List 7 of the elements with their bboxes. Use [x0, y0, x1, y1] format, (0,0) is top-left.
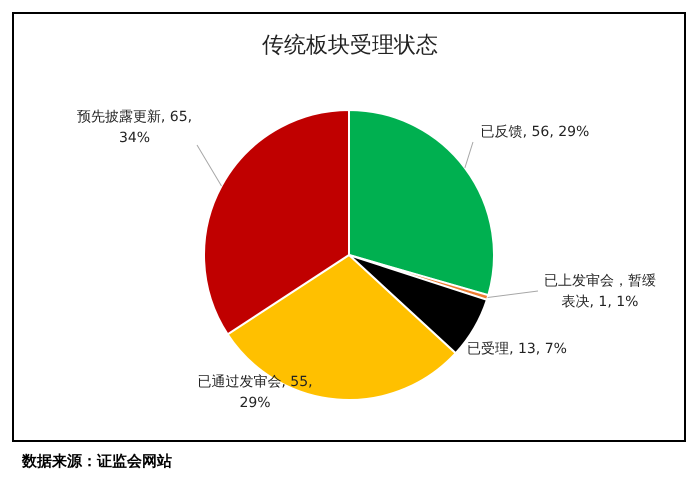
slice-label: 已通过发审会, 55, 29% — [196, 373, 314, 413]
slice-label: 已受理, 13, 7% — [466, 340, 568, 359]
slice-label: 预先披露更新, 65, 34% — [76, 108, 194, 148]
chart-title: 传统板块受理状态 — [261, 32, 439, 60]
slice-label: 已上发审会，暂缓表决, 1, 1% — [543, 272, 657, 312]
slice-label: 已反馈, 56, 29% — [480, 123, 590, 142]
source-note: 数据来源：证监会网站 — [22, 452, 172, 471]
